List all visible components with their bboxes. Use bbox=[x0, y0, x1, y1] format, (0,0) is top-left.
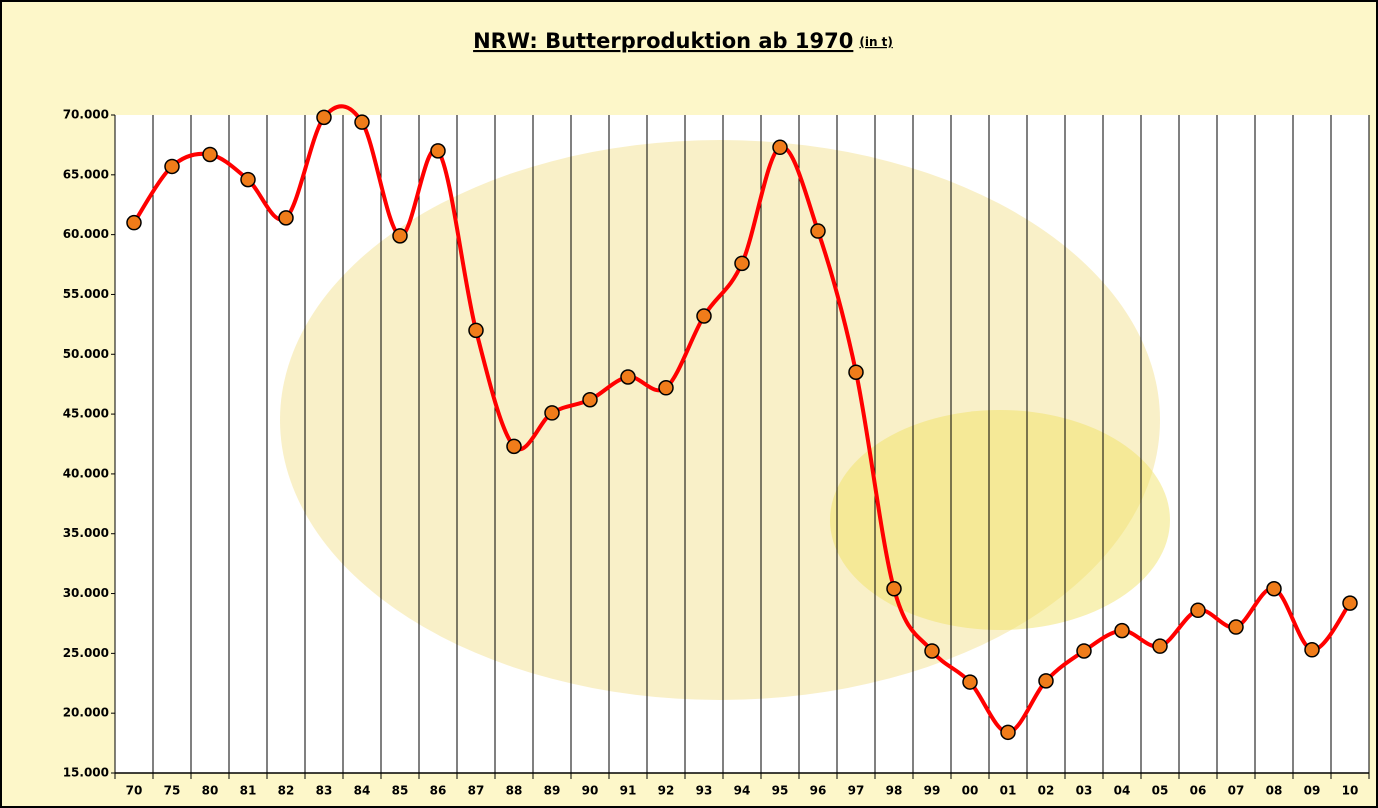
data-point bbox=[392, 228, 408, 244]
x-tick-label: 89 bbox=[544, 784, 561, 798]
data-point bbox=[962, 674, 978, 690]
data-point bbox=[924, 643, 940, 659]
y-tick-label: 65.000 bbox=[63, 167, 109, 181]
y-tick-label: 40.000 bbox=[63, 466, 109, 480]
data-point bbox=[1076, 643, 1092, 659]
x-tick-label: 87 bbox=[468, 784, 485, 798]
x-tick-label: 95 bbox=[772, 784, 789, 798]
x-tick-label: 83 bbox=[316, 784, 333, 798]
x-tick-label: 02 bbox=[1038, 784, 1055, 798]
x-tick-label: 70 bbox=[126, 784, 143, 798]
data-point bbox=[1266, 581, 1282, 597]
data-point bbox=[620, 369, 636, 385]
x-tick-label: 98 bbox=[886, 784, 903, 798]
x-tick-label: 07 bbox=[1228, 784, 1245, 798]
x-tick-label: 08 bbox=[1266, 784, 1283, 798]
data-point bbox=[506, 438, 522, 455]
x-tick-label: 75 bbox=[164, 784, 181, 798]
x-tick-label: 80 bbox=[202, 784, 219, 798]
chart-title: NRW: Butterproduktion ab 1970 (in t) bbox=[473, 29, 893, 53]
data-point bbox=[848, 364, 864, 380]
x-tick-label: 90 bbox=[582, 784, 599, 798]
data-point bbox=[1342, 595, 1358, 611]
data-point bbox=[544, 405, 560, 421]
data-point bbox=[1000, 724, 1016, 741]
x-tick-label: 82 bbox=[278, 784, 295, 798]
data-point bbox=[1304, 642, 1320, 658]
data-point bbox=[772, 139, 788, 156]
data-point bbox=[164, 158, 180, 175]
data-point bbox=[1114, 622, 1130, 639]
data-point bbox=[354, 114, 370, 130]
x-tick-label: 85 bbox=[392, 784, 409, 798]
data-point bbox=[202, 146, 218, 163]
data-point bbox=[316, 109, 332, 126]
data-point bbox=[886, 581, 902, 597]
data-point bbox=[658, 380, 674, 396]
x-tick-label: 00 bbox=[962, 784, 979, 798]
x-tick-label: 84 bbox=[354, 784, 371, 798]
data-point bbox=[278, 210, 294, 226]
x-tick-label: 93 bbox=[696, 784, 713, 798]
x-tick-label: 99 bbox=[924, 784, 941, 798]
x-tick-label: 10 bbox=[1342, 784, 1359, 798]
x-tick-label: 01 bbox=[1000, 784, 1017, 798]
y-tick-label: 35.000 bbox=[63, 526, 109, 540]
y-tick-label: 30.000 bbox=[63, 586, 109, 600]
y-tick-label: 70.000 bbox=[63, 108, 109, 122]
data-point bbox=[696, 308, 712, 324]
x-tick-label: 97 bbox=[848, 784, 865, 798]
x-tick-label: 91 bbox=[620, 784, 637, 798]
y-tick-label: 60.000 bbox=[63, 227, 109, 241]
data-point bbox=[810, 223, 826, 239]
data-point bbox=[1038, 673, 1054, 689]
y-tick-label: 50.000 bbox=[63, 347, 109, 361]
x-tick-label: 09 bbox=[1304, 784, 1321, 798]
butter-decoration bbox=[280, 140, 1160, 700]
data-point bbox=[734, 255, 750, 272]
x-tick-label: 96 bbox=[810, 784, 827, 798]
x-tick-label: 86 bbox=[430, 784, 447, 798]
data-point bbox=[582, 391, 598, 408]
x-tick-label: 94 bbox=[734, 784, 751, 798]
data-point bbox=[1190, 602, 1206, 619]
x-tick-label: 88 bbox=[506, 784, 523, 798]
x-tick-label: 06 bbox=[1190, 784, 1207, 798]
data-point bbox=[468, 322, 484, 339]
data-point bbox=[126, 214, 142, 231]
y-tick-label: 25.000 bbox=[63, 646, 109, 660]
title-text: NRW: Butterproduktion ab 1970 bbox=[473, 29, 853, 53]
data-point bbox=[1228, 619, 1244, 635]
data-point bbox=[240, 171, 256, 188]
data-point bbox=[1152, 638, 1168, 654]
x-tick-label: 92 bbox=[658, 784, 675, 798]
x-tick-label: 03 bbox=[1076, 784, 1093, 798]
y-tick-label: 45.000 bbox=[63, 407, 109, 421]
data-point bbox=[430, 143, 446, 159]
y-tick-label: 55.000 bbox=[63, 287, 109, 301]
x-tick-label: 04 bbox=[1114, 784, 1131, 798]
y-tick-label: 15.000 bbox=[63, 766, 109, 780]
y-tick-label: 20.000 bbox=[63, 706, 109, 720]
x-tick-label: 81 bbox=[240, 784, 257, 798]
butter-decoration bbox=[830, 410, 1170, 630]
x-tick-label: 05 bbox=[1152, 784, 1169, 798]
title-unit: (in t) bbox=[859, 35, 893, 49]
